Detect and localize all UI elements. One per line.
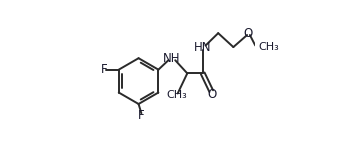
Text: F: F — [101, 63, 108, 76]
Text: O: O — [244, 27, 253, 40]
Text: NH: NH — [163, 52, 180, 65]
Text: CH₃: CH₃ — [166, 90, 187, 100]
Text: F: F — [138, 109, 145, 122]
Text: O: O — [208, 88, 217, 101]
Text: CH₃: CH₃ — [258, 42, 279, 52]
Text: HN: HN — [194, 41, 211, 54]
